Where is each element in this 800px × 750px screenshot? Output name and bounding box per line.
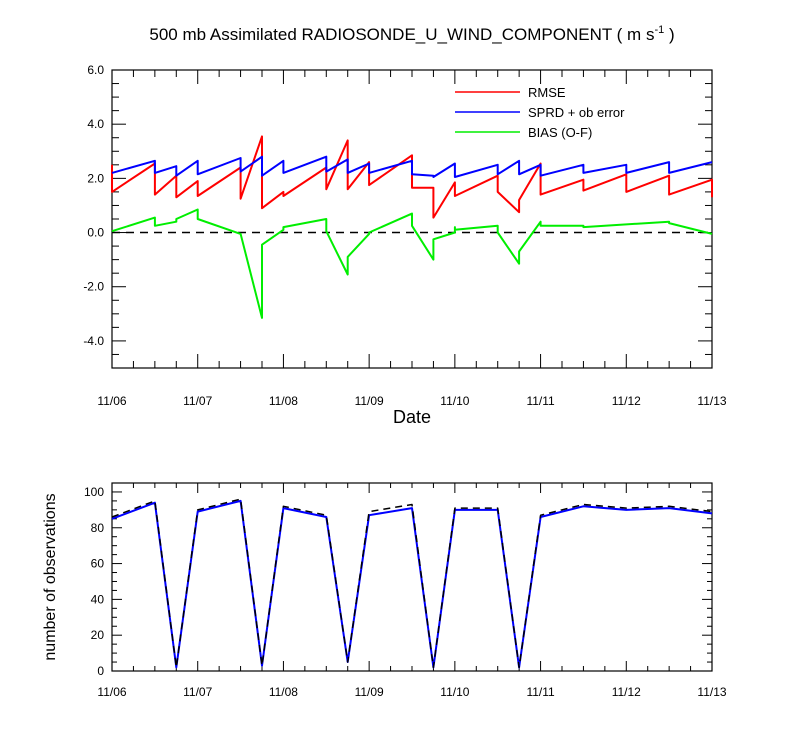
x-tick-label: 11/07 (183, 394, 212, 408)
x-tick-label: 11/09 (355, 394, 384, 408)
x-tick-label: 11/12 (612, 685, 641, 699)
y-tick-label: 100 (84, 485, 104, 499)
x-tick-label: 11/13 (697, 685, 726, 699)
x-tick-label: 11/13 (697, 394, 726, 408)
y-tick-label: -4.0 (83, 334, 104, 348)
y-tick-label: 2.0 (87, 171, 104, 185)
y-tick-label: 80 (91, 521, 105, 535)
x-tick-label: 11/11 (526, 394, 555, 408)
y-tick-label: 40 (91, 592, 105, 606)
series-line-rmse (111, 135, 713, 219)
x-tick-label: 11/08 (269, 394, 298, 408)
legend-label: BIAS (O-F) (528, 125, 592, 140)
chart-title: 500 mb Assimilated RADIOSONDE_U_WIND_COM… (149, 24, 674, 44)
observations-panel: 11/06 11/07 11/08 11/09 11/10 11/11 11/12 11/13… (42, 482, 727, 699)
y-tick-label: 6.0 (87, 63, 104, 77)
series-line-observations-used (111, 499, 713, 669)
series-line-bias-o-f (111, 208, 713, 319)
x-tick-label: 11/06 (97, 685, 126, 699)
x-tick-label: 11/08 (269, 685, 298, 699)
x-tick-label: 11/07 (183, 685, 212, 699)
x-tick-label: 11/06 (97, 394, 126, 408)
y-tick-label: 4.0 (87, 117, 104, 131)
y-tick-label: 0 (97, 664, 104, 678)
x-tick-label: 11/10 (440, 394, 469, 408)
x-axis-title: Date (393, 407, 431, 427)
y-tick-label: 0.0 (87, 226, 104, 240)
y-tick-label: -2.0 (83, 280, 104, 294)
legend-label: RMSE (528, 85, 566, 100)
x-tick-label: 11/10 (440, 685, 469, 699)
y-tick-label: 60 (91, 557, 105, 571)
y-axis-title: number of observations (42, 493, 59, 660)
series-line-sprd-ob-error (111, 155, 713, 178)
x-tick-label: 11/11 (526, 685, 555, 699)
rmse-panel: 11/06 11/07 11/08 11/09 11/10 11/11 11/12 11/13… (83, 63, 727, 427)
x-tick-label: 11/12 (612, 394, 641, 408)
x-tick-label: 11/09 (355, 685, 384, 699)
legend-label: SPRD + ob error (528, 105, 625, 120)
y-tick-label: 20 (91, 628, 105, 642)
series-line-observations-possible (111, 498, 713, 669)
